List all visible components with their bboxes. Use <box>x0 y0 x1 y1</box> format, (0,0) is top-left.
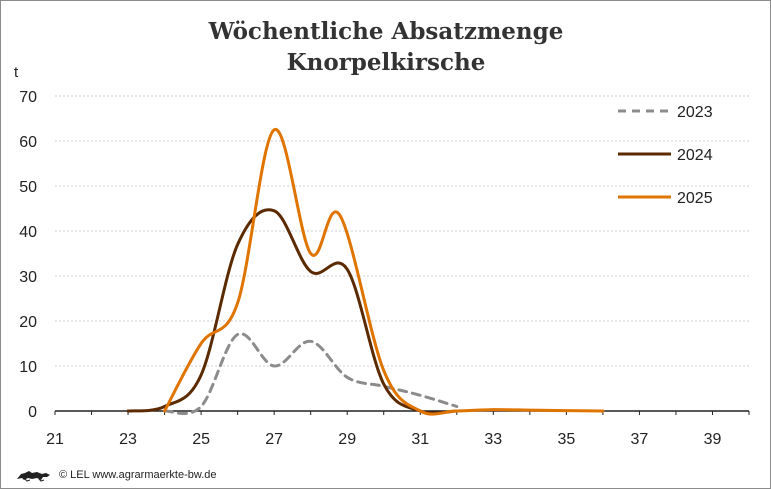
legend-label-2024: 2024 <box>677 147 713 164</box>
x-tick-label: 37 <box>631 431 649 448</box>
y-tick-label: 60 <box>19 134 37 151</box>
x-tick-label: 33 <box>484 431 502 448</box>
x-tick-label: 39 <box>704 431 722 448</box>
lion-emblem-icon <box>17 471 50 482</box>
y-tick-label: 40 <box>19 224 37 241</box>
y-tick-label: 20 <box>19 314 37 331</box>
legend-label-2023: 2023 <box>677 104 713 121</box>
x-tick-label: 29 <box>338 431 356 448</box>
footer: © LEL www.agrarmaerkte-bw.de <box>15 465 217 485</box>
y-tick-label: 50 <box>19 179 37 196</box>
x-tick-label: 31 <box>411 431 429 448</box>
y-tick-label: 70 <box>19 89 37 106</box>
y-axis-unit: t <box>14 64 19 81</box>
x-tick-label: 23 <box>119 431 137 448</box>
legend-label-2025: 2025 <box>677 190 713 207</box>
x-tick-label: 21 <box>46 431 64 448</box>
series-line-2025 <box>163 128 605 416</box>
y-tick-label: 10 <box>19 359 37 376</box>
chart-title-line: Knorpelkirsche <box>287 49 486 76</box>
y-tick-label: 30 <box>19 269 37 286</box>
copyright-text: © LEL www.agrarmaerkte-bw.de <box>59 469 217 481</box>
y-tick-label: 0 <box>28 404 37 421</box>
series-line-2024 <box>126 208 459 415</box>
x-tick-label: 27 <box>265 431 283 448</box>
x-tick-label: 25 <box>192 431 210 448</box>
chart-title-line: Wöchentliche Absatzmenge <box>208 18 564 45</box>
series-line-2023 <box>163 332 459 415</box>
x-tick-label: 35 <box>557 431 575 448</box>
